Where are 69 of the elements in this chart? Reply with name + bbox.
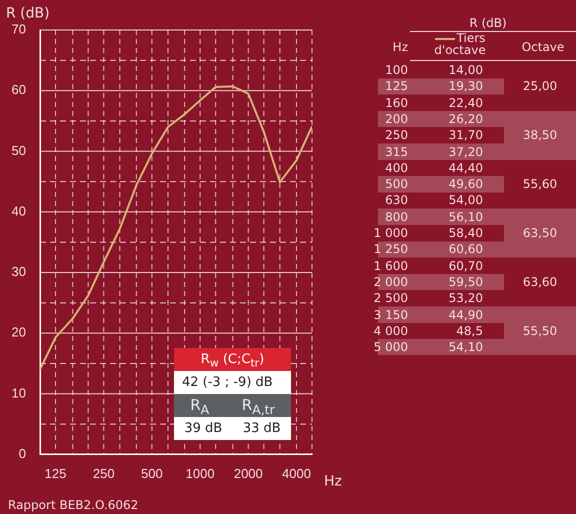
data-label: 53,20	[448, 290, 483, 306]
data-label: 63,50	[522, 225, 558, 242]
x-tick-label: 500	[141, 466, 163, 481]
annotation: 42 (-3 ; -9) dB	[174, 371, 291, 394]
y-tick-label: 630	[385, 192, 408, 209]
x-tick-label: Tiers d'octave	[433, 31, 487, 57]
data-label: 60,70	[448, 258, 483, 274]
y-tick-label: 500	[385, 176, 408, 192]
y-tick-label: 2 500	[374, 290, 408, 306]
y-tick-label: 160	[385, 94, 408, 111]
y-tick-label: 250	[385, 127, 408, 144]
y-tick-label: 0	[18, 446, 26, 461]
y-tick-label: 200	[385, 110, 408, 128]
data-label: 44,40	[448, 160, 483, 176]
data-label: 54,00	[448, 192, 483, 209]
y-tick-label: 3 150	[374, 306, 408, 323]
annotation: R$_{A}$	[190, 395, 210, 417]
data-label: 26,20	[448, 110, 483, 128]
y-tick-label: 70	[12, 22, 26, 37]
y-tick-label: 4 000	[374, 322, 408, 340]
data-label: 25,00	[522, 78, 558, 95]
y-axis-title: R (dB)	[6, 6, 50, 22]
x-tick-label: 4000	[282, 466, 311, 481]
y-tick-label: 30	[12, 264, 26, 280]
y-tick-label: 5 000	[374, 339, 408, 356]
data-label: 54,10	[448, 339, 483, 356]
x-tick-label: 250	[92, 466, 115, 481]
data-label: 19,30	[448, 78, 483, 95]
annotation: R$_{w}$ (C;C$_{tr}$)	[174, 348, 291, 371]
y-tick-label: 50	[12, 142, 26, 158]
y-tick-label: 20	[12, 324, 26, 340]
data-label: 60,60	[448, 241, 483, 258]
data-label: 38,50	[522, 127, 558, 144]
y-tick-label: 400	[385, 160, 408, 176]
y-tick-label: 60	[12, 82, 26, 98]
data-label: 48,5	[456, 322, 483, 340]
y-tick-label: 125	[385, 78, 408, 95]
data-label: 59,50	[448, 274, 483, 290]
annotation: 33 dB	[242, 420, 281, 438]
data-label: 55,60	[522, 176, 558, 192]
data-label: 55,50	[522, 322, 558, 340]
x-tick-label: Octave	[520, 40, 566, 54]
data-label: 49,60	[448, 176, 483, 192]
y-tick-label: 1 600	[374, 258, 408, 274]
x-axis-title: Hz	[324, 474, 342, 490]
chart-title: R (dB)	[468, 16, 508, 30]
y-tick-label: 1 250	[374, 241, 408, 258]
data-label: 63,60	[522, 274, 558, 290]
annotation: R$_{A,tr}$	[242, 395, 275, 417]
y-tick-label: 800	[385, 208, 408, 225]
y-tick-label: 1 000	[374, 225, 408, 242]
y-tick-label: 2 000	[374, 274, 408, 290]
data-label: 58,40	[448, 225, 483, 242]
data-label: 37,20	[448, 144, 483, 160]
x-tick-label: 125	[44, 466, 66, 481]
y-tick-label: 40	[12, 203, 26, 218]
data-label: 31,70	[448, 127, 483, 144]
data-label: 56,10	[448, 208, 483, 225]
text: Rapport BEB2.O.6062	[8, 498, 138, 512]
x-tick-label: 2000	[234, 466, 263, 481]
x-tick-label: 1000	[186, 466, 215, 481]
y-tick-label: 315	[385, 144, 408, 160]
y-tick-label: 10	[12, 385, 26, 400]
annotation: 39 dB	[184, 420, 222, 438]
data-label: 22,40	[448, 94, 483, 111]
y-tick-label: 100	[385, 62, 408, 78]
data-label: 44,90	[448, 306, 483, 323]
data-label: 14,00	[448, 62, 483, 78]
y-axis-title: Hz	[392, 40, 408, 54]
